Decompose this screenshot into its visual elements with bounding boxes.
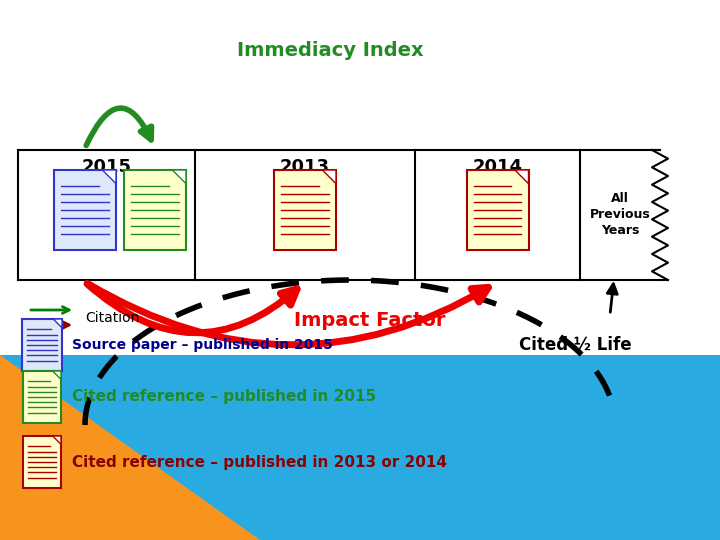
- Bar: [22, 319, 62, 371]
- Text: Source paper – published in 2015: Source paper – published in 2015: [72, 338, 333, 352]
- Text: Cited ½ Life: Cited ½ Life: [518, 336, 631, 354]
- Polygon shape: [53, 436, 61, 444]
- Polygon shape: [102, 170, 116, 184]
- Text: Citation: Citation: [85, 311, 140, 325]
- Bar: [23, 436, 61, 488]
- Text: 2013: 2013: [280, 158, 330, 176]
- Polygon shape: [53, 319, 62, 328]
- Text: All
Previous
Years: All Previous Years: [590, 192, 650, 238]
- Polygon shape: [515, 170, 528, 184]
- Polygon shape: [323, 170, 336, 184]
- Bar: [23, 371, 61, 423]
- Text: Cited reference – published in 2015: Cited reference – published in 2015: [72, 389, 376, 404]
- Polygon shape: [0, 355, 260, 540]
- Polygon shape: [172, 170, 186, 184]
- Bar: [124, 170, 186, 250]
- Polygon shape: [53, 371, 61, 380]
- Bar: [467, 170, 528, 250]
- Bar: [54, 170, 116, 250]
- Text: 2015: 2015: [81, 158, 132, 176]
- Bar: [18, 150, 660, 280]
- Text: Immediacy Index: Immediacy Index: [237, 40, 423, 59]
- Bar: [274, 170, 336, 250]
- Text: 2014: 2014: [472, 158, 523, 176]
- Text: Cited reference – published in 2013 or 2014: Cited reference – published in 2013 or 2…: [72, 455, 447, 469]
- Bar: [0, 355, 720, 540]
- Text: Impact Factor: Impact Factor: [294, 310, 446, 329]
